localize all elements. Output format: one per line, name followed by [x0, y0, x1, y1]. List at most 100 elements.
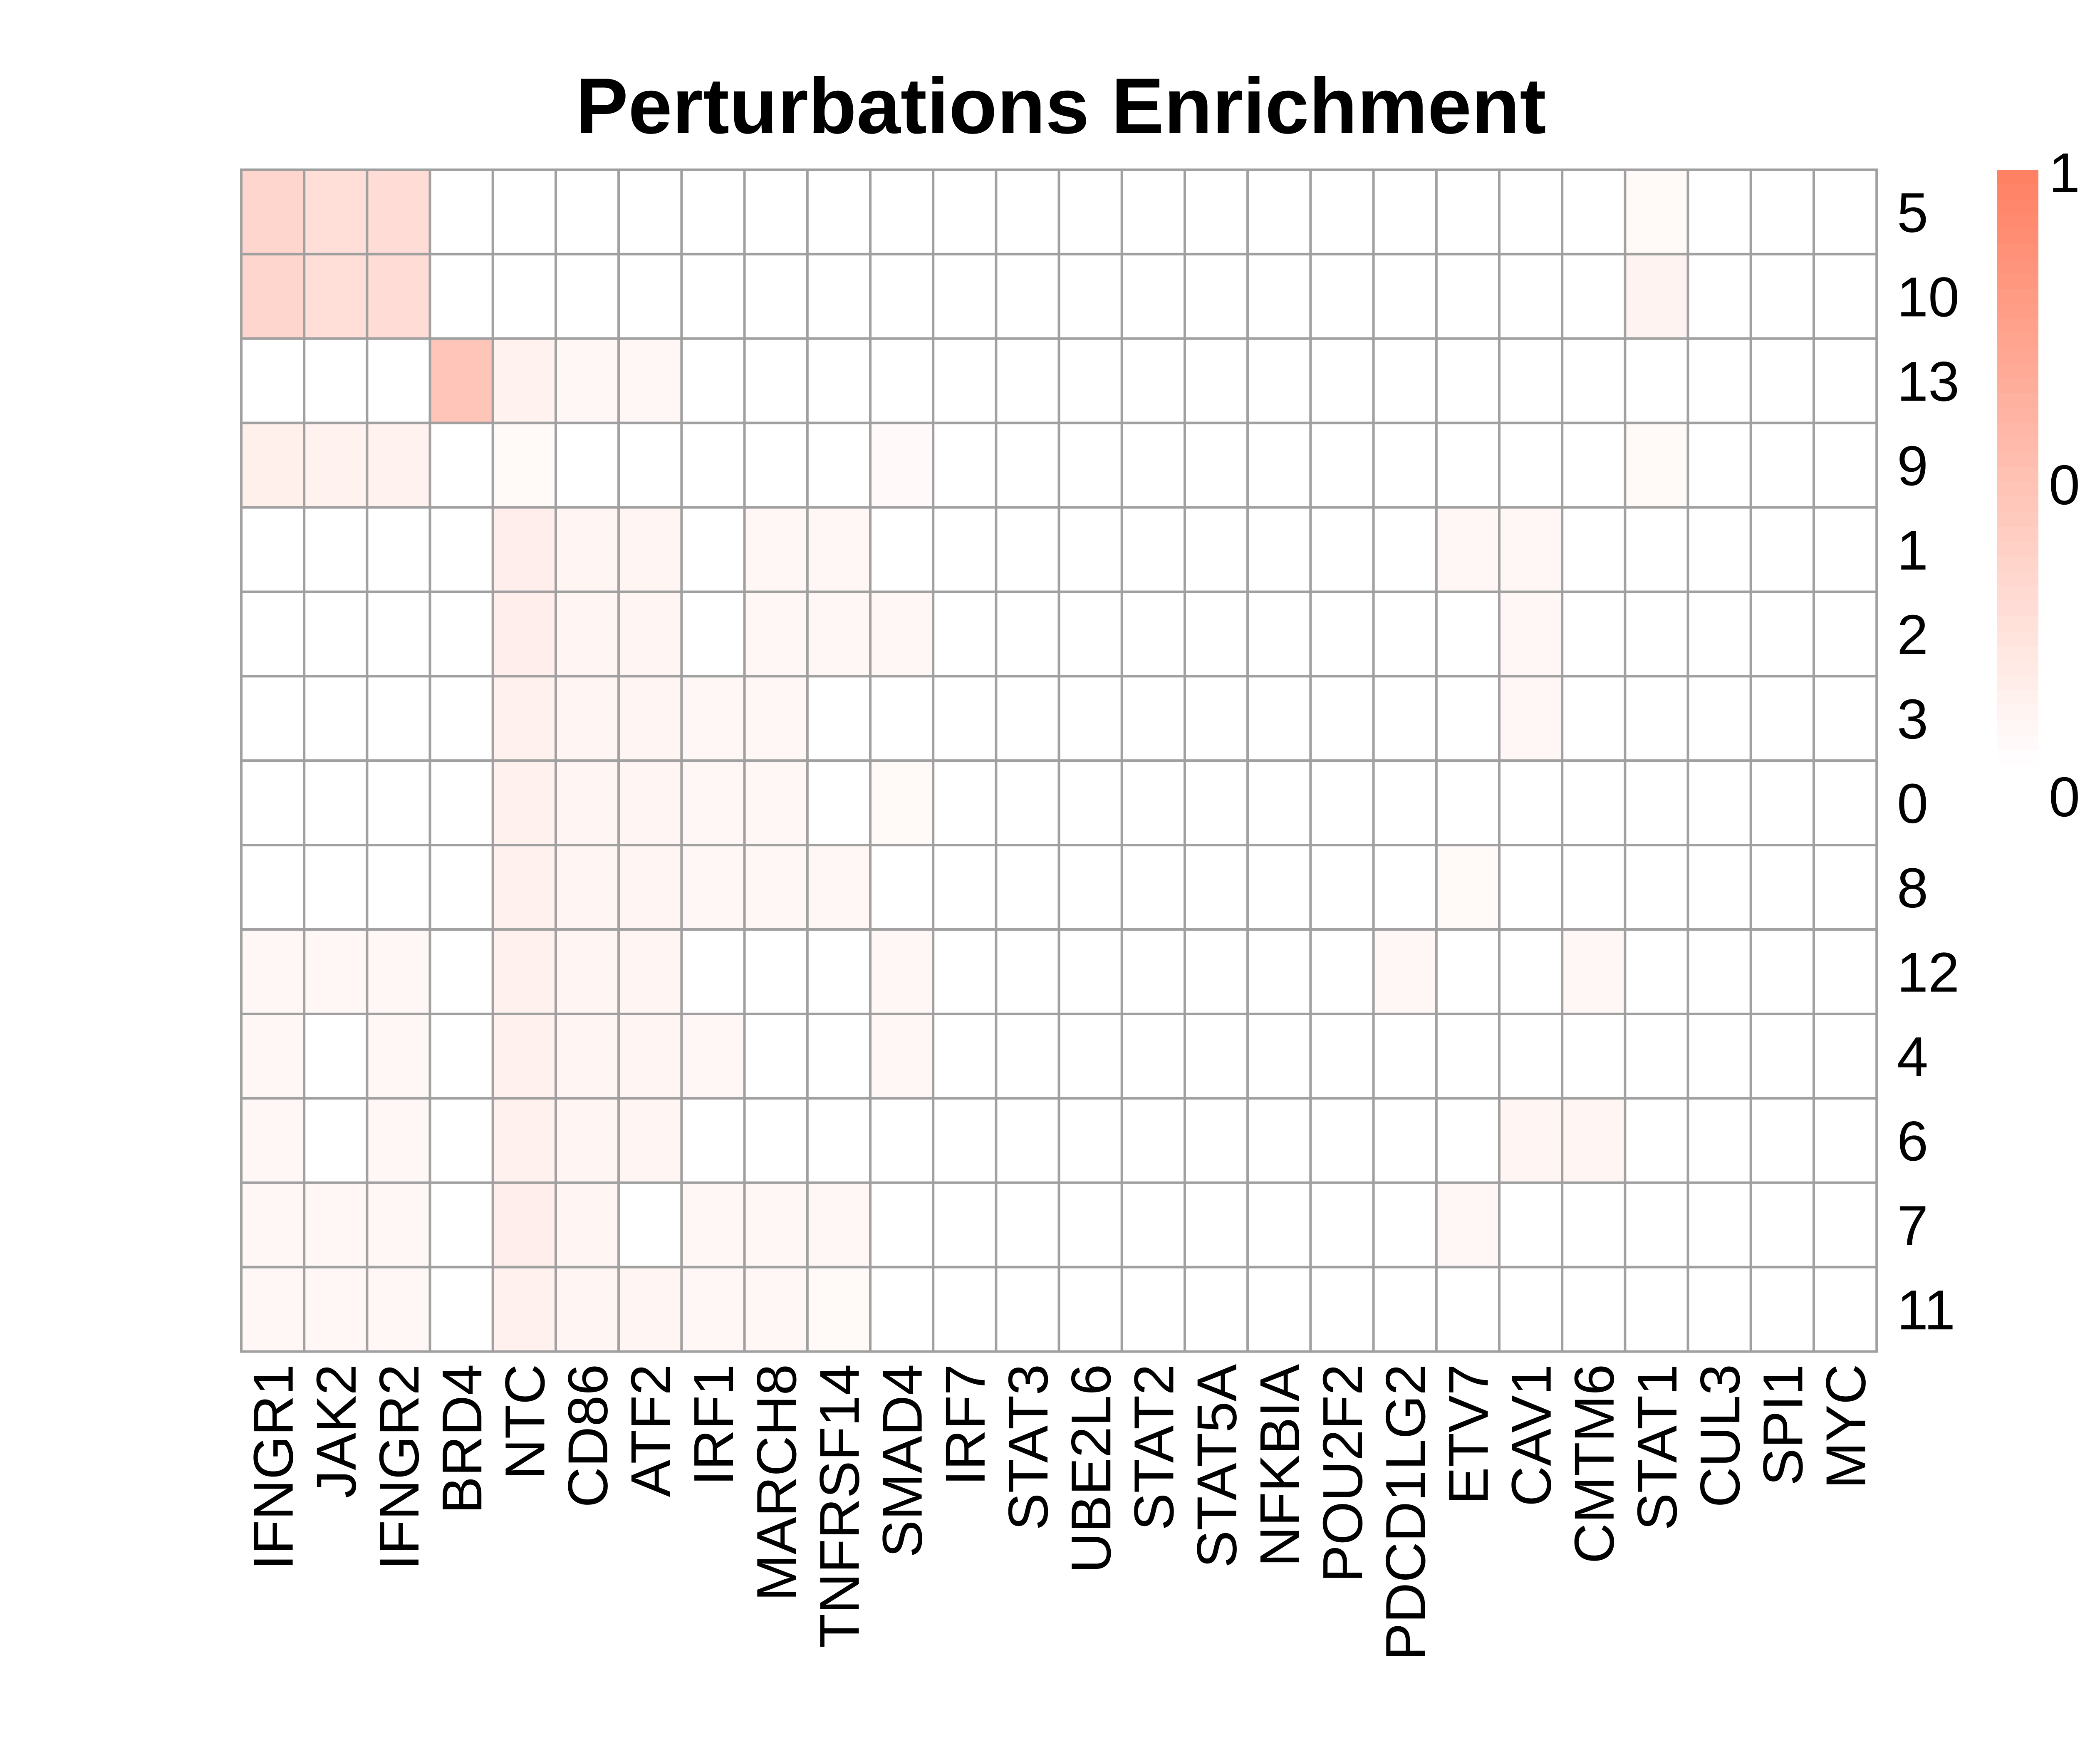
heatmap-cell: [1120, 928, 1186, 1016]
heatmap-cell: [1057, 1097, 1123, 1184]
heatmap-cell: [428, 844, 494, 931]
heatmap-cells: [240, 168, 1878, 1353]
heatmap-cell: [1057, 1013, 1123, 1100]
heatmap-cell: [1309, 759, 1375, 847]
heatmap-cell: [680, 675, 746, 762]
heatmap-cell: [366, 168, 431, 255]
legend-color-step: [1997, 497, 2038, 513]
heatmap-cell: [617, 759, 683, 847]
heatmap-cell: [1749, 253, 1815, 340]
heatmap-cell: [806, 253, 872, 340]
heatmap-cell: [1120, 1266, 1186, 1353]
legend-color-step: [1997, 586, 2038, 602]
heatmap-cell: [995, 506, 1060, 593]
heatmap-cell: [1624, 1181, 1689, 1268]
heatmap-cell: [1309, 928, 1375, 1016]
heatmap-cell: [1372, 168, 1438, 255]
heatmap-cell: [995, 1097, 1060, 1184]
legend-color-step: [1997, 720, 2038, 736]
column-label: STAT1: [1626, 1364, 1689, 1531]
heatmap-cell: [869, 1266, 935, 1353]
heatmap-cell: [617, 1097, 683, 1184]
heatmap-cell: [806, 506, 872, 593]
heatmap-cell: [555, 421, 620, 509]
heatmap-cell: [806, 844, 872, 931]
heatmap-cell: [1057, 844, 1123, 931]
heatmap-cell: [1498, 928, 1564, 1016]
heatmap-cell: [806, 1013, 872, 1100]
heatmap-cell: [869, 421, 935, 509]
heatmap-cell: [932, 675, 998, 762]
heatmap-cell: [1184, 844, 1249, 931]
heatmap-cell: [303, 1013, 369, 1100]
heatmap-cell: [1057, 675, 1123, 762]
heatmap-cell: [1372, 759, 1438, 847]
heatmap-cell: [1057, 253, 1123, 340]
heatmap-cell: [240, 928, 306, 1016]
heatmap-cell: [428, 1097, 494, 1184]
heatmap-cell: [366, 1097, 431, 1184]
heatmap-cell: [1246, 253, 1312, 340]
heatmap-cell: [1561, 1013, 1627, 1100]
heatmap-cell: [1184, 421, 1249, 509]
heatmap-cell: [617, 675, 683, 762]
heatmap-cell: [680, 168, 746, 255]
heatmap-cell: [995, 1013, 1060, 1100]
heatmap-cell: [743, 421, 809, 509]
heatmap-cell: [869, 844, 935, 931]
heatmap-cell: [995, 253, 1060, 340]
column-label: MYC: [1815, 1364, 1877, 1489]
legend-color-step: [1997, 348, 2038, 364]
heatmap-cell: [366, 590, 431, 678]
heatmap-cell: [1624, 928, 1689, 1016]
heatmap-cell: [995, 759, 1060, 847]
legend-color-step: [1997, 274, 2038, 290]
column-label: SMAD4: [871, 1364, 934, 1558]
heatmap-cell: [1120, 337, 1186, 424]
color-legend: 1 0.5 0: [1997, 141, 2080, 828]
legend-color-step: [1997, 259, 2038, 275]
column-label: IFNGR1: [242, 1364, 305, 1570]
heatmap-cell: [869, 253, 935, 340]
row-label: 13: [1897, 350, 1959, 413]
heatmap-cell: [1813, 253, 1878, 340]
heatmap-cell: [1309, 1097, 1375, 1184]
heatmap-cell: [1184, 1266, 1249, 1353]
heatmap-cell: [1686, 1013, 1752, 1100]
heatmap-cell: [491, 1097, 557, 1184]
heatmap-cell: [806, 1181, 872, 1268]
heatmap-cell: [1057, 337, 1123, 424]
heatmap-cell: [1309, 337, 1375, 424]
heatmap-cell: [1246, 759, 1312, 847]
heatmap-cell: [806, 337, 872, 424]
heatmap-cell: [1813, 844, 1878, 931]
heatmap-cell: [1435, 1181, 1501, 1268]
heatmap-cell: [1498, 1013, 1564, 1100]
legend-color-step: [1997, 541, 2038, 557]
heatmap-cell: [869, 675, 935, 762]
legend-color-step: [1997, 467, 2038, 483]
heatmap-cell: [1686, 675, 1752, 762]
heatmap-cell: [1372, 1097, 1438, 1184]
heatmap-cell: [869, 590, 935, 678]
heatmap-cell: [366, 253, 431, 340]
legend-color-step: [1997, 363, 2038, 379]
heatmap-cell: [1372, 506, 1438, 593]
heatmap-cell: [1309, 590, 1375, 678]
legend-color-step: [1997, 303, 2038, 319]
heatmap-cell: [1057, 421, 1123, 509]
heatmap-cell: [869, 759, 935, 847]
heatmap-cell: [1749, 168, 1815, 255]
heatmap-cell: [366, 844, 431, 931]
legend-color-step: [1997, 750, 2038, 766]
heatmap-cell: [680, 253, 746, 340]
heatmap-cell: [617, 506, 683, 593]
heatmap-cell: [1372, 675, 1438, 762]
heatmap-cell: [1309, 1266, 1375, 1353]
heatmap-cell: [240, 1266, 306, 1353]
heatmap-cell: [303, 1181, 369, 1268]
heatmap-cell: [1120, 590, 1186, 678]
heatmap-cell: [303, 1266, 369, 1353]
heatmap-cell: [1498, 759, 1564, 847]
